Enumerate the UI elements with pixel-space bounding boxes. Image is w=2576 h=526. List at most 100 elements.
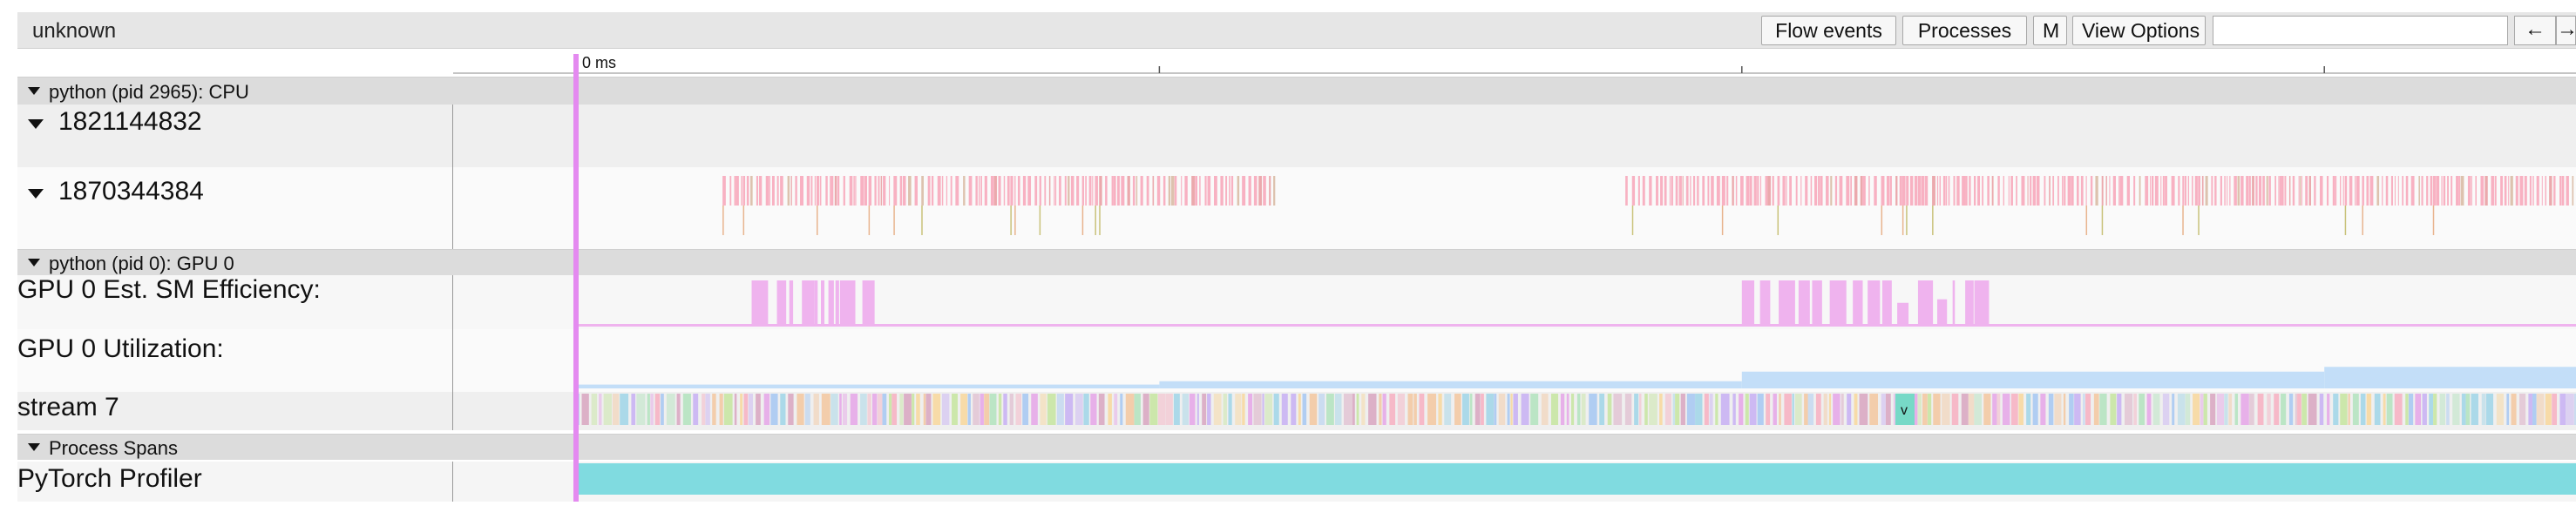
kernel [1961,394,1969,425]
time-ruler[interactable]: 0 ms5 ms10 ms15 ms [453,52,2576,74]
kernel [1368,394,1377,425]
cpu-event [806,176,810,206]
cpu-event [1936,176,1939,206]
collapse-triangle-icon[interactable] [28,189,44,199]
kernel [912,394,915,425]
cpu-event [1204,176,1207,206]
kernel-highlight [1895,394,1915,425]
kernel [581,394,589,425]
kernel [925,394,932,425]
gpu-efficiency-label: GPU 0 Est. SM Efficiency: [17,275,321,304]
kernel [1326,394,1334,425]
cpu-event [1939,176,1942,206]
kernel [661,394,664,425]
cpu-event [2410,176,2415,206]
collapse-triangle-icon[interactable] [28,443,40,451]
process-header-gpu[interactable]: python (pid 0): GPU 0 [17,249,2576,275]
selection-markers[interactable] [573,54,2576,502]
cpu-event [1820,176,1823,206]
kernel [2117,394,2122,425]
kernel [1757,394,1764,425]
cpu-event [1969,176,1971,206]
stream-kernels[interactable]: vvvvvvvvvvvvvvv [577,394,2576,425]
kernel [860,394,867,425]
kernel [1847,394,1852,425]
cpu-event [2515,176,2518,206]
cpu-event [800,176,803,206]
cpu-event [1064,176,1067,206]
cpu-event [1099,176,1102,206]
profiler-spans[interactable]: PyTorch Profiler (0) [577,463,2576,495]
gpu-efficiency-bars[interactable] [577,280,2576,327]
cpu-event [2284,176,2287,206]
kernel [1108,394,1112,425]
cpu-event [814,176,817,206]
cpu-event [889,176,891,206]
gpu-utilization-area[interactable] [577,350,2576,388]
cpu-sub-event [1014,206,1016,235]
kernel [932,394,941,425]
kernel [1672,394,1675,425]
kernel [2018,394,2024,425]
kernel [1120,394,1123,425]
cpu-event [1746,176,1750,206]
cpu-event [1830,176,1833,206]
cpu-event [1690,176,1691,206]
cpu-event [2150,176,2152,206]
kernel [813,394,819,425]
kernel [1474,394,1481,425]
kernel [2360,394,2366,425]
kernel [1379,394,1382,425]
cpu-event [756,176,758,206]
kernel [1469,394,1473,425]
kernel [1382,394,1386,425]
cpu-event [2344,176,2348,206]
kernel [2203,394,2207,425]
cpu-event [2553,176,2556,206]
cpu-event [1702,176,1705,206]
kernel [1521,394,1529,425]
kernel [693,394,699,425]
view-options-button[interactable]: View Options [2072,16,2206,45]
kernel [973,394,980,425]
cpu-event [1152,176,1155,206]
kernel [1165,394,1173,425]
collapse-triangle-icon[interactable] [28,87,40,95]
kernel [2485,394,2494,425]
cpu-event [2541,176,2543,206]
kernel [2348,394,2350,425]
processes-button[interactable]: Processes [1902,16,2027,45]
cpu-event [2030,176,2032,206]
kernel [2496,394,2505,425]
cpu-events-thread-2[interactable] [722,176,2576,235]
flow-events-button[interactable]: Flow events [1761,16,1896,45]
cpu-event [2044,176,2046,206]
cpu-event [2292,176,2295,206]
cpu-event [2112,176,2116,206]
kernel [2574,394,2576,425]
process-header-spans[interactable]: Process Spans [17,434,2576,460]
kernel [1397,394,1405,425]
kernel [1881,394,1886,425]
cpu-event [820,176,822,206]
collapse-triangle-icon[interactable] [28,259,40,266]
metadata-button[interactable]: M [2033,16,2067,45]
cpu-event [2119,176,2124,206]
efficiency-bar [1965,280,1974,326]
process-header-cpu[interactable]: python (pid 2965): CPU [17,77,2576,105]
kernel [2465,394,2471,425]
cpu-event [1631,176,1636,206]
kernel [998,394,1002,425]
efficiency-bar [1741,280,1755,326]
kernel [702,394,706,425]
kernel [1807,394,1814,425]
cpu-event [2460,176,2464,206]
kernel [839,394,842,425]
prev-arrow-icon[interactable]: ← [2514,16,2556,45]
kernel [1996,394,2001,425]
cpu-event [2080,176,2084,206]
collapse-triangle-icon[interactable] [28,119,44,129]
search-input[interactable] [2213,16,2508,45]
cpu-sub-event [2362,206,2363,235]
